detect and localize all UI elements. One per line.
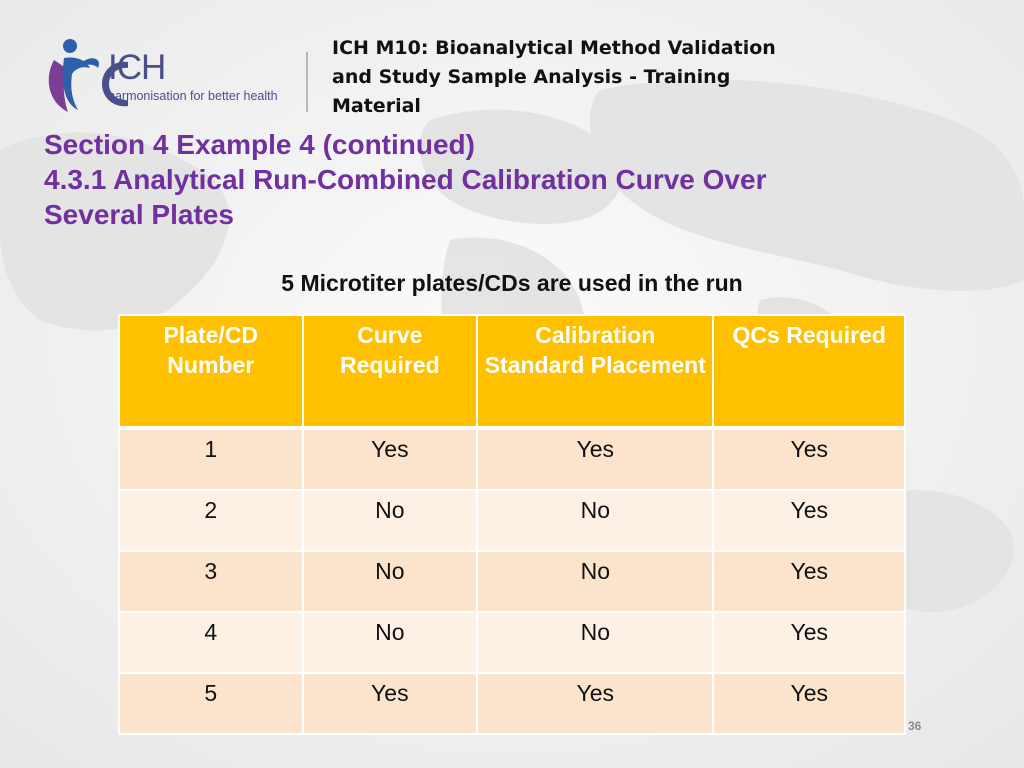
cell-curve-required: Yes xyxy=(301,672,479,735)
logo-figure-body xyxy=(62,57,90,110)
cell-calibration-placement: No xyxy=(476,550,715,613)
cell-calibration-placement: No xyxy=(476,611,715,674)
table-header-row: Plate/CD Number Curve Required Calibrati… xyxy=(118,314,906,430)
cell-curve-required: No xyxy=(301,550,479,613)
logo-c-arc xyxy=(102,61,128,107)
header-plate-cd-number: Plate/CD Number xyxy=(118,314,304,430)
ich-logo xyxy=(48,39,128,112)
slide-title-line-3: Several Plates xyxy=(44,199,234,230)
header-curve-required: Curve Required xyxy=(301,314,479,430)
page-number: 36 xyxy=(908,719,922,733)
cell-calibration-placement: Yes xyxy=(476,427,715,491)
cell-qcs-required: Yes xyxy=(712,427,906,491)
table-row: 1 Yes Yes Yes xyxy=(118,427,906,491)
cell-curve-required: No xyxy=(301,611,479,674)
cell-qcs-required: Yes xyxy=(712,489,906,552)
cell-plate-number: 3 xyxy=(118,550,304,613)
slide-title-line-2: 4.3.1 Analytical Run-Combined Calibratio… xyxy=(44,164,767,195)
cell-plate-number: 4 xyxy=(118,611,304,674)
table-row: 5 Yes Yes Yes xyxy=(118,672,906,735)
logo-figure-arm xyxy=(82,58,100,68)
cell-plate-number: 1 xyxy=(118,427,304,491)
cell-plate-number: 5 xyxy=(118,672,304,735)
logo-head-dot xyxy=(63,39,77,53)
slide-title-line-1: Section 4 Example 4 (continued) xyxy=(44,129,475,160)
cell-curve-required: Yes xyxy=(301,427,479,491)
cell-curve-required: No xyxy=(301,489,479,552)
logo-tagline: harmonisation for better health xyxy=(108,89,278,103)
header-divider xyxy=(306,52,308,112)
plates-table: Plate/CD Number Curve Required Calibrati… xyxy=(118,314,906,735)
cell-calibration-placement: Yes xyxy=(476,672,715,735)
cell-calibration-placement: No xyxy=(476,489,715,552)
cell-plate-number: 2 xyxy=(118,489,304,552)
table-row: 2 No No Yes xyxy=(118,489,906,552)
slide-title: Section 4 Example 4 (continued) 4.3.1 An… xyxy=(44,127,944,232)
table-caption: 5 Microtiter plates/CDs are used in the … xyxy=(281,270,743,296)
cell-qcs-required: Yes xyxy=(712,550,906,613)
cell-qcs-required: Yes xyxy=(712,672,906,735)
cell-qcs-required: Yes xyxy=(712,611,906,674)
table-row: 3 No No Yes xyxy=(118,550,906,613)
header-qcs-required: QCs Required xyxy=(712,314,906,430)
table-row: 4 No No Yes xyxy=(118,611,906,674)
header-calibration-standard-placement: Calibration Standard Placement xyxy=(476,314,715,430)
document-title: ICH M10: Bioanalytical Method Validation… xyxy=(332,37,776,117)
logo-wordmark: ICH xyxy=(108,48,166,87)
